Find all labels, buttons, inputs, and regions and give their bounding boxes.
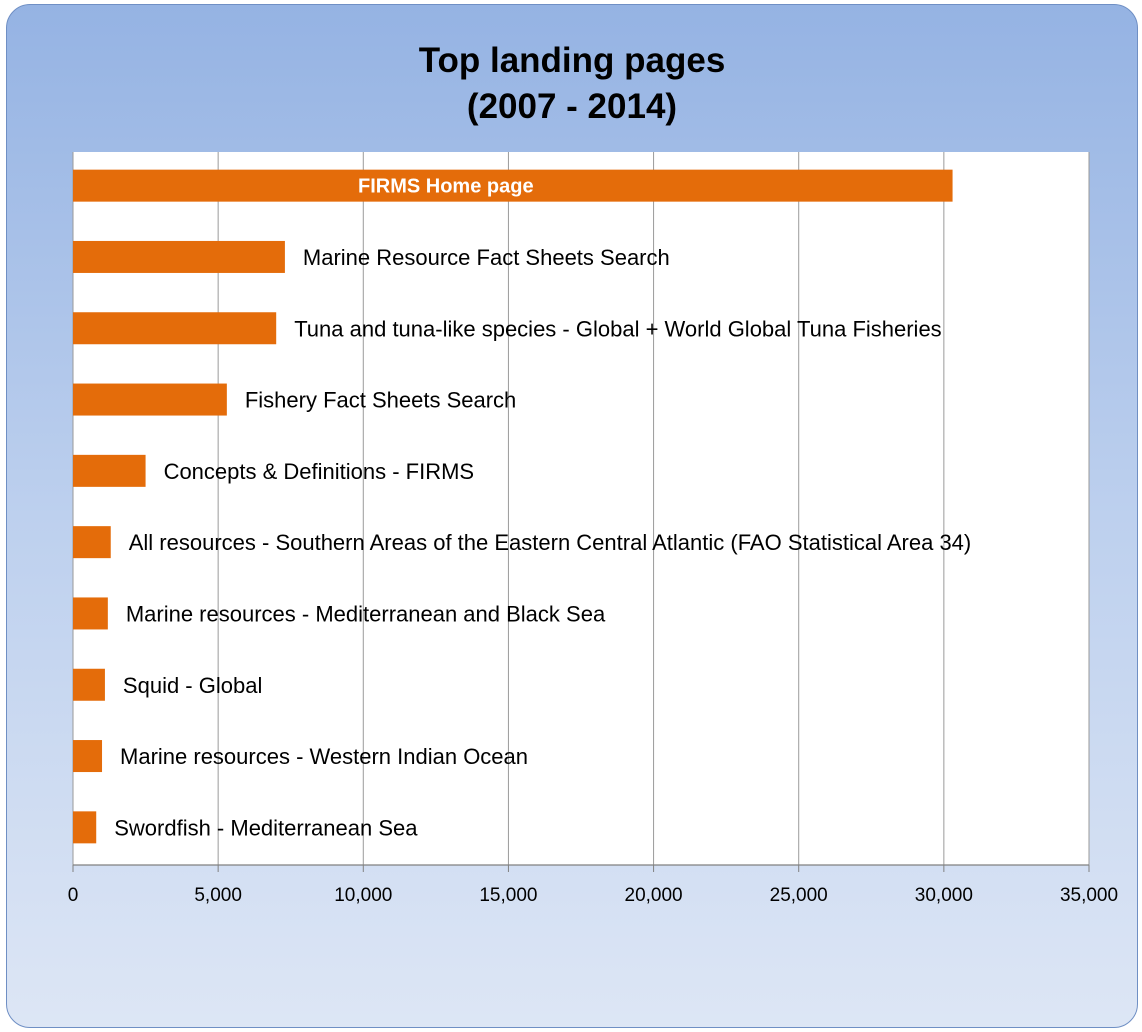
bar	[73, 454, 146, 487]
category-label: Marine Resource Fact Sheets Search	[303, 245, 670, 270]
category-label: All resources - Southern Areas of the Ea…	[129, 530, 972, 555]
chart-title: Top landing pages (2007 - 2014)	[6, 38, 1138, 130]
category-label: Squid - Global	[123, 673, 262, 698]
category-label: Marine resources - Mediterranean and Bla…	[126, 601, 606, 626]
bar	[73, 383, 227, 416]
x-tick-label: 25,000	[770, 885, 828, 906]
x-tick-label: 5,000	[194, 885, 242, 906]
bar	[73, 740, 103, 773]
bar	[73, 240, 285, 273]
x-tick-label: 35,000	[1060, 885, 1118, 906]
category-label: FIRMS Home page	[358, 176, 534, 198]
x-tick-label: 20,000	[625, 885, 683, 906]
chart-title-line-1: Top landing pages	[418, 41, 726, 80]
category-label: Swordfish - Mediterranean Sea	[114, 815, 418, 840]
bars	[73, 169, 953, 844]
x-tick-label: 30,000	[915, 885, 973, 906]
x-tick-label: 10,000	[334, 885, 392, 906]
bar	[73, 526, 111, 559]
category-label: Tuna and tuna-like species - Global + Wo…	[294, 316, 942, 341]
bar	[73, 597, 108, 630]
bar	[73, 312, 277, 345]
x-tick-label: 0	[68, 885, 79, 906]
bar	[73, 169, 953, 202]
x-tick-label: 15,000	[479, 885, 537, 906]
category-label: Concepts & Definitions - FIRMS	[164, 459, 475, 484]
x-axis: 0 5,000 10,000 15,000 20,000 25,000 30,000 35,0…	[68, 864, 1118, 906]
bar	[73, 668, 105, 701]
category-label: Fishery Fact Sheets Search	[245, 388, 516, 413]
category-labels: FIRMS Home page Marine Resource Fact Shee…	[114, 176, 971, 841]
category-label: Marine resources - Western Indian Ocean	[120, 744, 528, 769]
chart-title-line-2: (2007 - 2014)	[466, 87, 678, 126]
bar	[73, 811, 97, 844]
